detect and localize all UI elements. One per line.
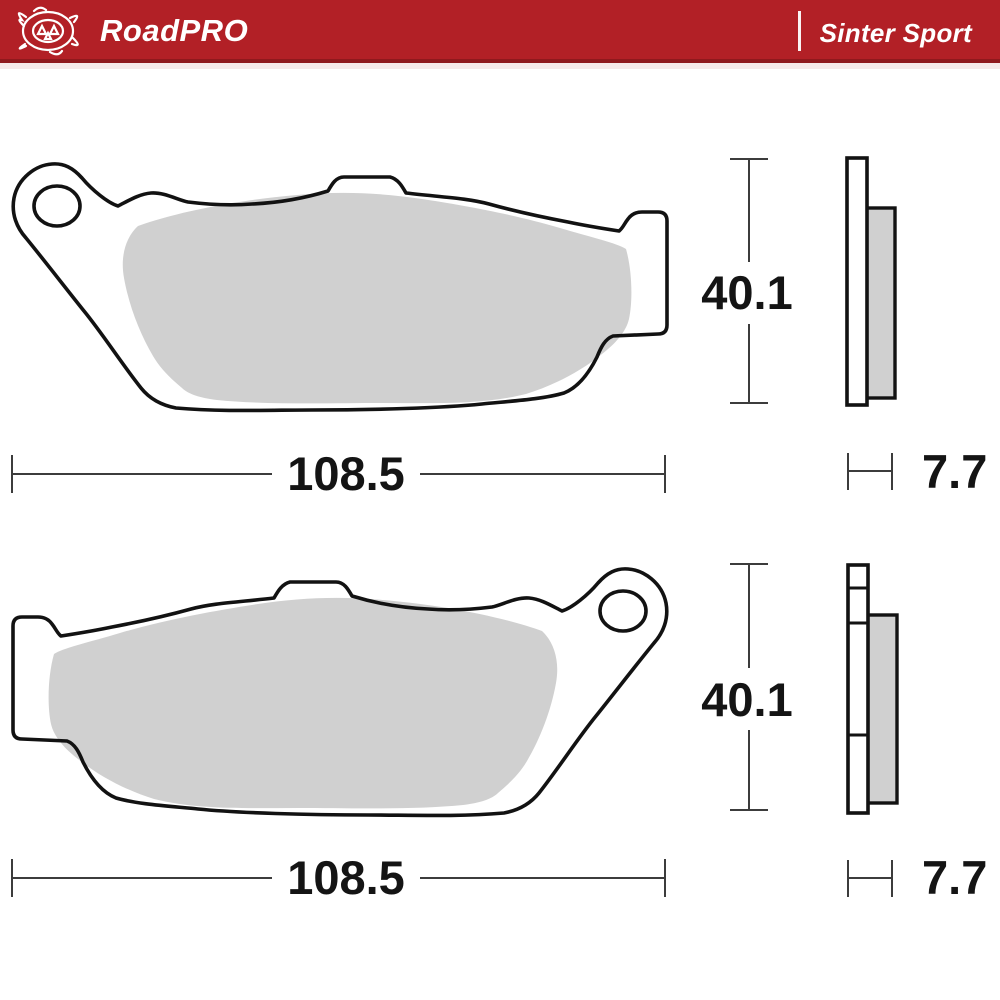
dim-bottom-width-label: 108.5 — [287, 851, 405, 904]
side-friction-material — [864, 206, 897, 400]
header-bottom-strip — [0, 63, 1000, 69]
dim-top-width — [11, 455, 666, 493]
dim-top-thickness — [847, 453, 893, 490]
brake-pad-top-face-view — [11, 162, 669, 413]
side-backing-plate — [846, 563, 870, 815]
dim-top-thickness-label: 7.7 — [922, 445, 987, 498]
brake-pad-bottom-face-view — [11, 567, 669, 818]
brand-title: RoadPRO — [100, 13, 249, 48]
dim-top-height — [730, 158, 768, 404]
dim-bottom-height — [730, 563, 768, 811]
side-backing-plate — [845, 156, 869, 407]
dim-top-height-label: 40.1 — [701, 266, 792, 319]
header-divider — [798, 11, 801, 51]
dim-top-width-label: 108.5 — [287, 447, 405, 500]
header-bar: RoadPRO Sinter Sport — [0, 0, 1000, 63]
moto-master-logo-icon — [17, 6, 79, 56]
dim-bottom-height-label: 40.1 — [701, 673, 792, 726]
compound-name: Sinter Sport — [819, 18, 972, 48]
dim-bottom-thickness-label: 7.7 — [922, 851, 987, 904]
brake-pad-bottom-side-view — [846, 563, 899, 815]
side-friction-material — [865, 613, 899, 805]
dim-bottom-thickness — [847, 860, 893, 897]
dim-bottom-width — [11, 859, 666, 897]
brake-pad-top-side-view — [845, 156, 897, 407]
